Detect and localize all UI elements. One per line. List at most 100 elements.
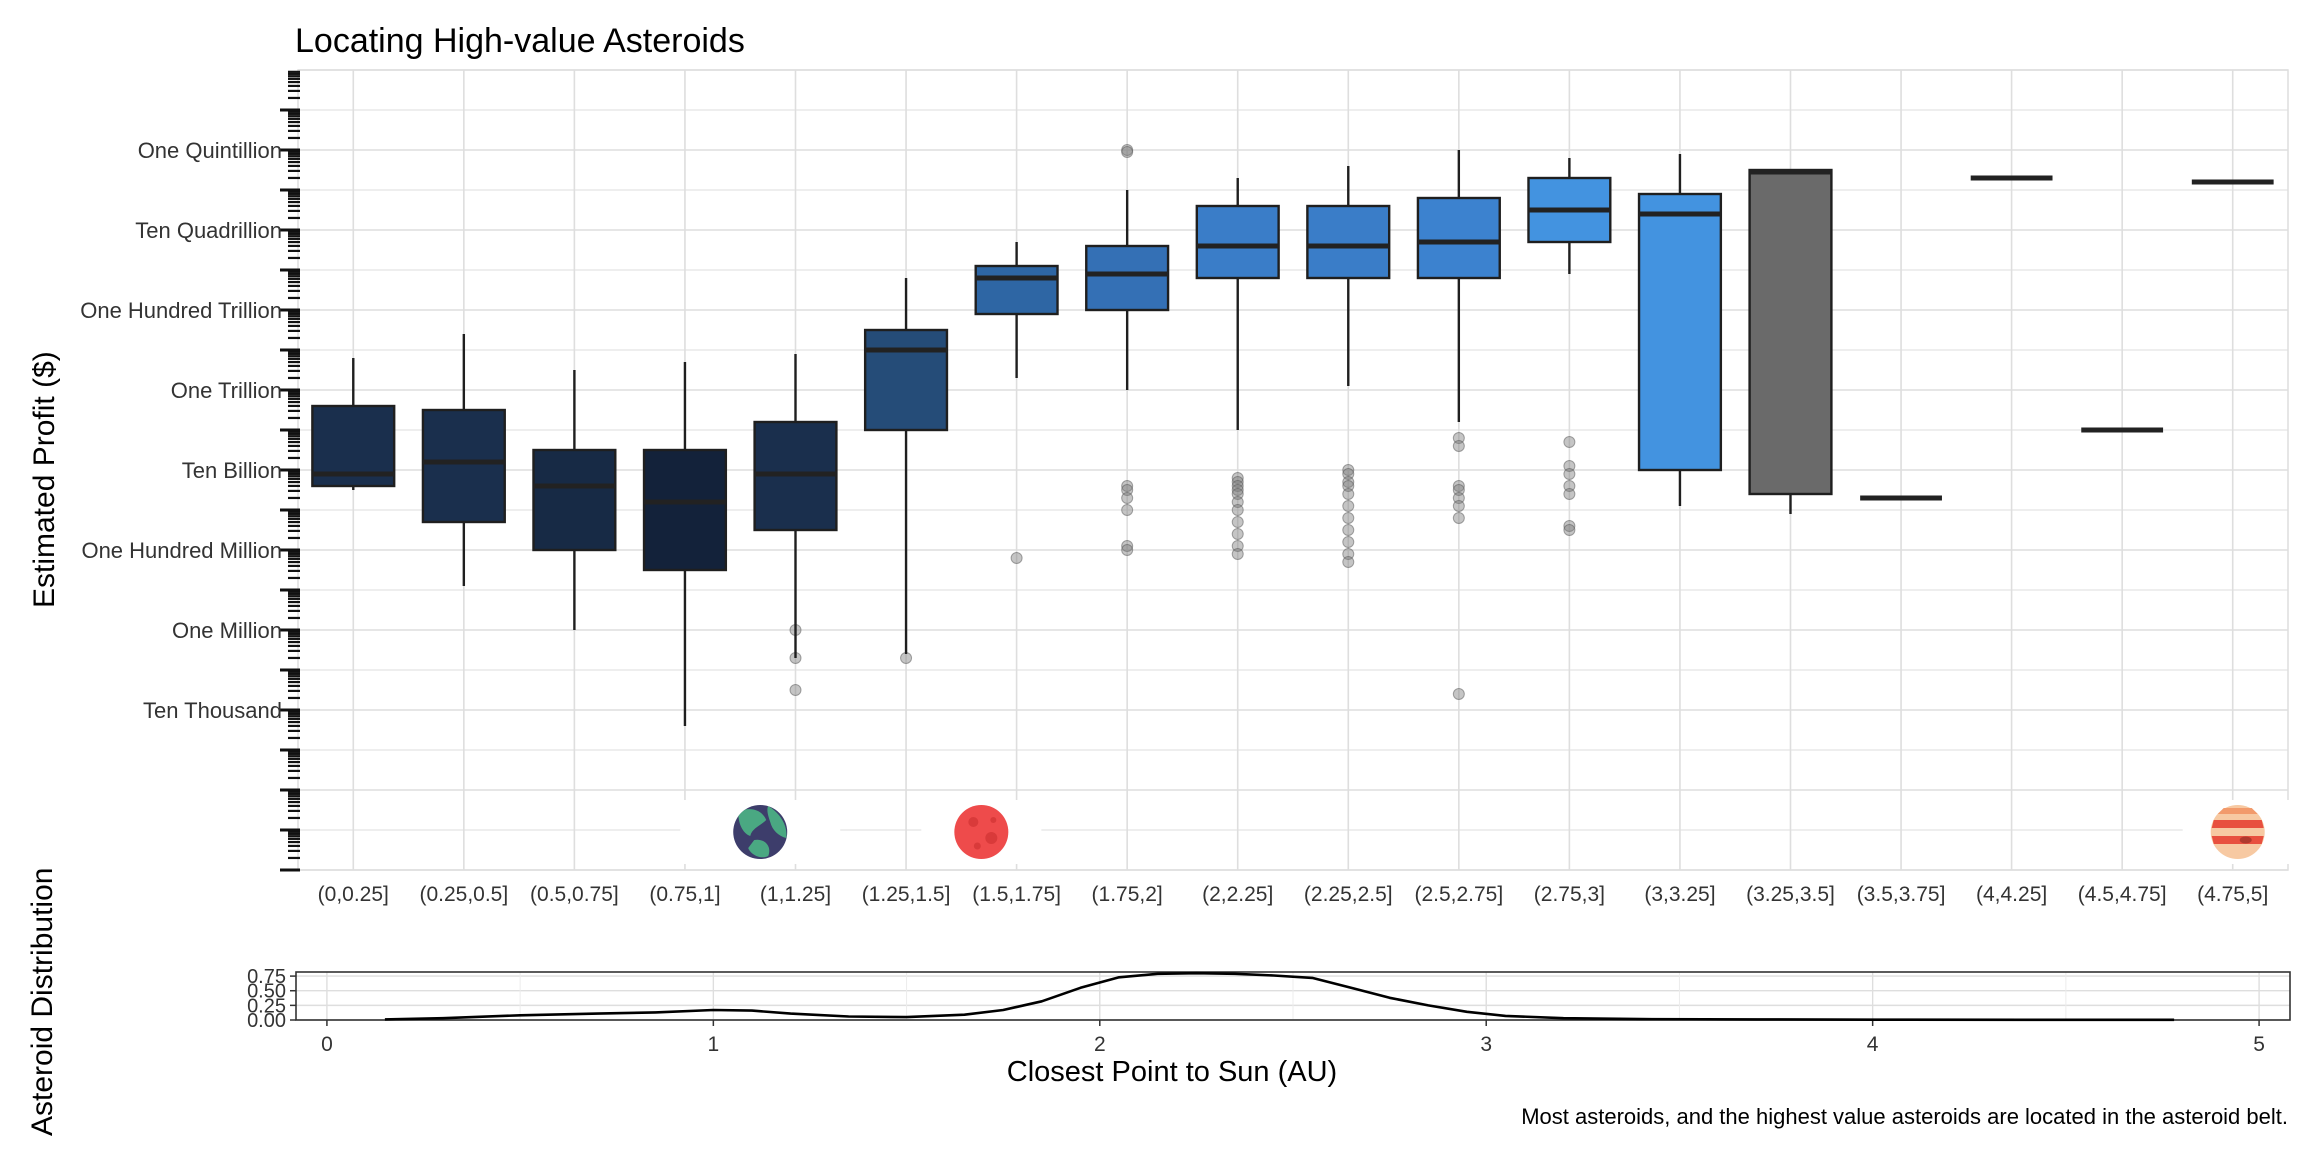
- density-y-tick-label: 0.50: [247, 981, 286, 1003]
- box-(0,0.25]: [311, 358, 396, 490]
- box-(2.5,2.75]: [1416, 150, 1501, 700]
- x-tick-label: (2.25,2.5]: [1304, 883, 1393, 906]
- x-tick-label: (2.5,2.75]: [1414, 883, 1503, 906]
- outlier-point: [1121, 540, 1134, 552]
- box-rect: [1416, 196, 1501, 280]
- earth-land: [738, 806, 787, 858]
- outlier-point: [1231, 548, 1244, 560]
- outlier-point: [1342, 524, 1355, 536]
- density-x-tick-label: 3: [1480, 1033, 1492, 1056]
- box-rect: [1195, 204, 1280, 280]
- box-(0.5,0.75]: [532, 370, 617, 630]
- density-x-tick-label: 5: [2253, 1033, 2265, 1056]
- x-tick-label: (1.5,1.75]: [972, 883, 1061, 906]
- outlier-point: [1563, 488, 1576, 500]
- x-tick-label: (2.75,3]: [1534, 883, 1605, 906]
- outlier-point: [1231, 484, 1244, 496]
- jupiter-band: [2211, 836, 2264, 844]
- outlier-point: [1342, 476, 1355, 488]
- box-rect: [1637, 192, 1723, 472]
- outlier-point: [1452, 440, 1465, 452]
- x-tick-label: (4.75,5]: [2197, 883, 2268, 906]
- jupiter-spot: [2239, 836, 2252, 844]
- outlier-point: [1121, 492, 1134, 504]
- box-(1.25,1.5]: [863, 278, 949, 664]
- density-gridlines: [295, 971, 2291, 1021]
- box-rect: [532, 448, 617, 552]
- mars-crater: [985, 832, 998, 844]
- box-rect: [1306, 204, 1391, 280]
- outlier-point: [1452, 688, 1465, 700]
- density-marks: [384, 971, 2175, 1022]
- outlier-point: [1452, 480, 1465, 492]
- density-y-tick-label: 0.75: [247, 966, 286, 988]
- outlier-point: [1121, 480, 1134, 492]
- outlier-point: [1342, 512, 1355, 524]
- density-axis: 0.000.250.500.75 0 1 2 3 4 5: [247, 966, 2265, 1056]
- chart-caption: Most asteroids, and the highest value as…: [1521, 1104, 2288, 1129]
- mars-crater: [973, 842, 981, 850]
- box-rect: [1748, 168, 1833, 496]
- density-x-axis-label: Closest Point to Sun (AU): [1006, 1056, 1338, 1088]
- y-tick-label: One Hundred Million: [81, 538, 282, 563]
- box-rect: [1085, 244, 1170, 312]
- outlier-point: [1342, 536, 1355, 548]
- density-y-tick-label: 0.25: [247, 995, 286, 1017]
- density-y-tick-label: 0.00: [247, 1010, 286, 1032]
- box-(2.75,3]: [1527, 158, 1612, 536]
- y-tick-label: One Quintillion: [138, 138, 282, 163]
- box-(1,1.25]: [753, 354, 838, 696]
- earth-continent: [738, 809, 767, 836]
- outlier-point: [1563, 524, 1576, 536]
- mars-icon: [954, 805, 1009, 859]
- earth-icon: [733, 805, 788, 859]
- density-y-axis-label: Asteroid Distribution: [26, 867, 59, 1136]
- outlier-point: [1342, 500, 1355, 512]
- box-(2.25,2.5]: [1306, 166, 1391, 568]
- density-x-tick-label: 4: [1867, 1033, 1879, 1056]
- y-tick-label: One Hundred Trillion: [80, 298, 282, 323]
- box-(0.75,1]: [642, 362, 728, 726]
- outlier-point: [1563, 468, 1576, 480]
- box-(3.25,3.5]: [1748, 168, 1833, 514]
- outlier-point: [1231, 528, 1244, 540]
- density-x-tick-label: 0: [321, 1033, 333, 1056]
- density-x-tick-label: 2: [1094, 1033, 1106, 1056]
- x-tick-label: (3.5,3.75]: [1857, 883, 1946, 906]
- box-(1.75,2]: [1085, 144, 1170, 556]
- box-marks: [311, 144, 2274, 726]
- outlier-point: [1121, 544, 1134, 556]
- jupiter-band: [2211, 820, 2264, 828]
- outlier-point: [1563, 520, 1576, 532]
- x-tick-label: (3.25,3.5]: [1746, 883, 1835, 906]
- outlier-point: [1121, 146, 1134, 158]
- outlier-point: [1010, 552, 1023, 564]
- x-tick-label: (4.5,4.75]: [2078, 883, 2167, 906]
- outlier-point: [1342, 464, 1355, 476]
- outlier-point: [1452, 512, 1465, 524]
- box-rect: [863, 328, 949, 432]
- earth-continent: [767, 806, 787, 838]
- x-tick-label: (1.25,1.5]: [862, 883, 951, 906]
- box-rect: [974, 264, 1059, 316]
- main-axis: Ten Thousand One Million One Hundred Milli…: [80, 70, 2268, 906]
- outlier-point: [1342, 488, 1355, 500]
- box-(3,3.25]: [1637, 154, 1723, 506]
- x-tick-label: (0,0.25]: [318, 883, 389, 906]
- jupiter-body: [2210, 805, 2265, 859]
- box-(0.25,0.5]: [421, 334, 506, 586]
- box-(2,2.25]: [1195, 178, 1280, 560]
- mars-crater: [968, 817, 979, 827]
- x-tick-label: (1.75,2]: [1092, 883, 1163, 906]
- x-tick-label: (0.5,0.75]: [530, 883, 619, 906]
- x-tick-label: (1,1.25]: [760, 883, 831, 906]
- chart-title: Locating High-value Asteroids: [295, 22, 745, 60]
- planet-icons: [680, 800, 2293, 864]
- y-tick-label: Ten Billion: [182, 458, 282, 483]
- x-tick-label: (2,2.25]: [1202, 883, 1273, 906]
- x-tick-label: (0.75,1]: [649, 883, 720, 906]
- mars-crater: [990, 817, 997, 823]
- outlier-point: [1121, 504, 1134, 516]
